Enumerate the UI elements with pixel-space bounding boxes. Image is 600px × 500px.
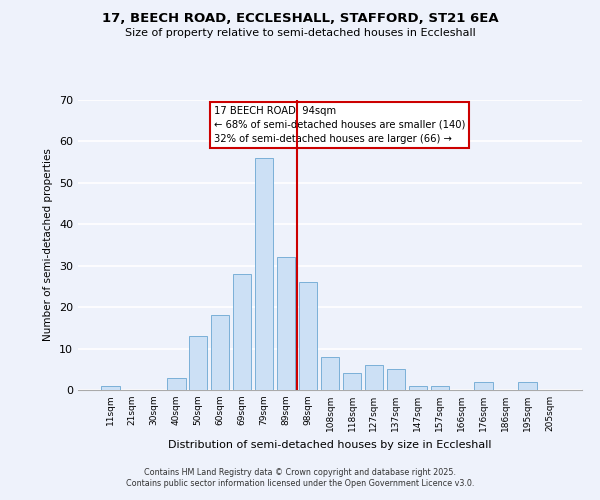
- Bar: [475, 382, 493, 390]
- Bar: [167, 378, 185, 390]
- Text: 17, BEECH ROAD, ECCLESHALL, STAFFORD, ST21 6EA: 17, BEECH ROAD, ECCLESHALL, STAFFORD, ST…: [101, 12, 499, 26]
- Text: Contains HM Land Registry data © Crown copyright and database right 2025.
Contai: Contains HM Land Registry data © Crown c…: [126, 468, 474, 487]
- Bar: [431, 386, 449, 390]
- Bar: [233, 274, 251, 390]
- Bar: [518, 382, 537, 390]
- Bar: [189, 336, 208, 390]
- Bar: [365, 365, 383, 390]
- Bar: [320, 357, 340, 390]
- Bar: [101, 386, 119, 390]
- Y-axis label: Number of semi-detached properties: Number of semi-detached properties: [43, 148, 53, 342]
- X-axis label: Distribution of semi-detached houses by size in Eccleshall: Distribution of semi-detached houses by …: [168, 440, 492, 450]
- Bar: [277, 258, 295, 390]
- Text: 17 BEECH ROAD: 94sqm
← 68% of semi-detached houses are smaller (140)
32% of semi: 17 BEECH ROAD: 94sqm ← 68% of semi-detac…: [214, 106, 466, 144]
- Bar: [211, 316, 229, 390]
- Bar: [255, 158, 274, 390]
- Text: Size of property relative to semi-detached houses in Eccleshall: Size of property relative to semi-detach…: [125, 28, 475, 38]
- Bar: [386, 370, 405, 390]
- Bar: [299, 282, 317, 390]
- Bar: [343, 374, 361, 390]
- Bar: [409, 386, 427, 390]
